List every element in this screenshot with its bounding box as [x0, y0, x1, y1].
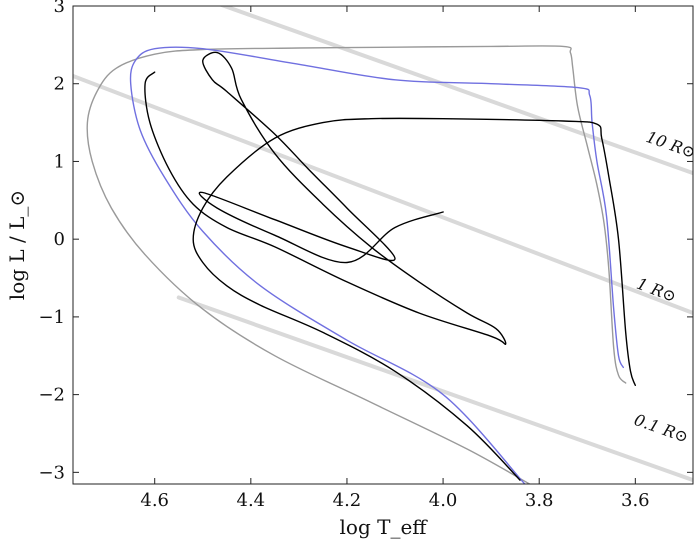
track-line [144, 51, 507, 346]
x-tick-label: 4.6 [140, 490, 169, 511]
plot-background [73, 6, 693, 484]
tracks [86, 45, 636, 484]
y-tick-label: 1 [54, 151, 65, 172]
x-tick-label: 4.4 [237, 490, 266, 511]
y-tick-label: −3 [38, 462, 65, 483]
track-line [129, 46, 624, 484]
radius-line [73, 73, 693, 316]
ticks: 4.6 4.4 4.2 4.0 3.8 3.6 3 2 1 0 −1 −2 −3 [38, 0, 693, 511]
y-tick-label: −1 [38, 307, 65, 328]
y-tick-label: 3 [54, 0, 65, 17]
plot-frame [72, 5, 694, 485]
track-line [86, 45, 627, 484]
x-tick-label: 4.2 [333, 490, 362, 511]
y-axis-label: log L / L_⊙ [5, 190, 29, 300]
x-tick-label: 3.6 [621, 490, 650, 511]
y-tick-label: −2 [38, 385, 65, 406]
x-tick-label: 3.8 [525, 490, 554, 511]
y-tick-label: 2 [54, 74, 65, 95]
track-line [192, 117, 636, 481]
x-tick-label: 4.0 [429, 490, 458, 511]
radius-line [218, 6, 693, 176]
y-tick-label: 0 [54, 229, 65, 250]
x-axis-label: log T_eff [340, 515, 429, 539]
